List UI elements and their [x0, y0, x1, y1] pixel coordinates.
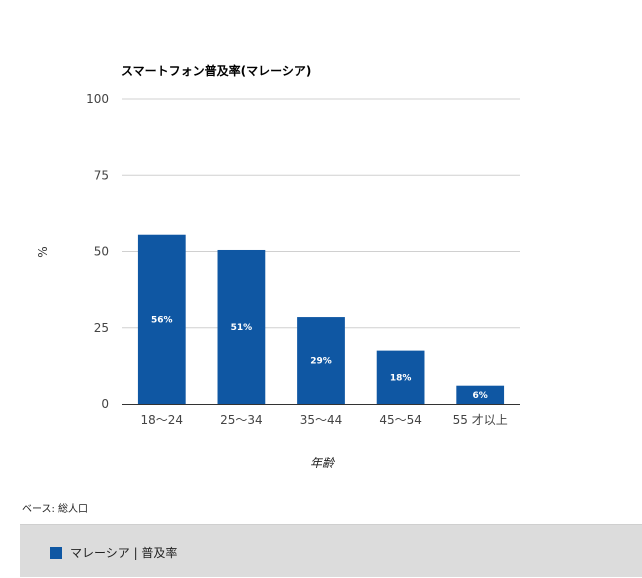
y-tick-label: 0 [101, 397, 109, 411]
bar-value-label: 18% [390, 373, 412, 383]
x-tick-label: 25〜34 [220, 413, 263, 427]
y-tick-label: 100 [86, 92, 109, 106]
y-axis-ticks: 0 25 50 75 100 [86, 92, 109, 411]
bar [217, 249, 266, 404]
bar [297, 317, 345, 404]
bars: 56% 51% 29% 18% 6% [137, 234, 505, 404]
bar [376, 350, 425, 404]
bar [137, 234, 186, 404]
bar-value-label: 56% [151, 315, 173, 325]
legend-swatch [50, 547, 62, 559]
y-tick-label: 25 [94, 321, 109, 335]
chart-title: スマートフォン普及率(マレーシア) [121, 63, 311, 78]
x-tick-label: 18〜24 [141, 413, 184, 427]
bar-value-label: 29% [310, 357, 332, 367]
base-note: ベース: 総人口 [22, 504, 89, 515]
x-axis-label: 年齢 [310, 456, 336, 470]
y-axis-label: % [36, 246, 50, 257]
bar [456, 385, 505, 404]
bar-value-label: 6% [473, 391, 488, 401]
legend-label: マレーシア | 普及率 [70, 546, 178, 560]
y-tick-label: 75 [94, 168, 109, 182]
legend: マレーシア | 普及率 [20, 524, 642, 577]
bar-value-label: 51% [231, 323, 253, 333]
x-tick-label: 35〜44 [300, 413, 343, 427]
y-tick-label: 50 [94, 245, 109, 259]
x-tick-label: 45〜54 [379, 413, 422, 427]
x-axis-ticks: 18〜24 25〜34 35〜44 45〜54 55 才以上 [141, 413, 508, 427]
chart: スマートフォン普及率(マレーシア) 0 25 50 75 100 56% 51% 29% 18… [36, 63, 520, 470]
x-tick-label: 55 才以上 [453, 413, 508, 427]
